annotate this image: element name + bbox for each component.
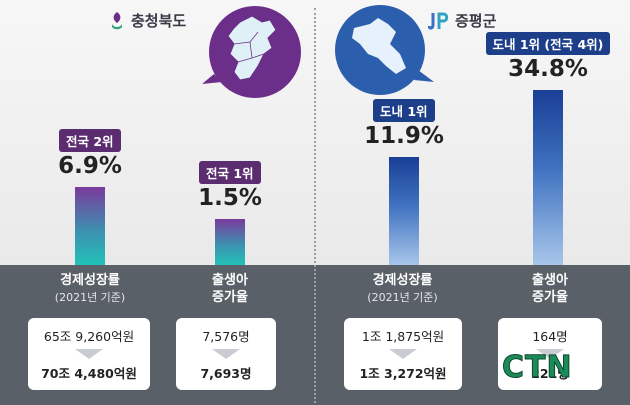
chungbuk-birth-bar bbox=[215, 219, 245, 265]
chungbuk-birth-category: 출생아 증가율 bbox=[180, 272, 280, 306]
chungbuk-birth-rank-badge: 전국 1위 bbox=[199, 161, 261, 184]
jeungpyeong-birth-before: 164명 bbox=[532, 329, 568, 344]
jeungpyeong-growth-bar bbox=[389, 157, 419, 265]
chungbuk-growth-value: 6.9% bbox=[58, 153, 122, 179]
jeungpyeong-growth-category: 경제성장률 (2021년 기준) bbox=[340, 272, 465, 306]
down-arrow-icon bbox=[212, 349, 240, 359]
down-arrow-icon bbox=[536, 349, 564, 359]
jeungpyeong-growth-detail-box: 1조 1,875억원 1조 3,272억원 bbox=[344, 318, 462, 390]
jeungpyeong-title: 증평군 bbox=[455, 12, 497, 30]
birth-category-line2: 증가율 bbox=[532, 290, 568, 305]
chungbuk-map-bubble bbox=[202, 6, 301, 98]
birth-category-line1: 출생아 bbox=[532, 273, 568, 288]
chungbuk-logo: 충청북도 bbox=[108, 10, 186, 31]
chungbuk-growth-before: 65조 9,260억원 bbox=[43, 329, 135, 344]
jeungpyeong-emblem-icon bbox=[428, 12, 449, 30]
jeungpyeong-logo: 증평군 bbox=[428, 10, 496, 31]
down-arrow-icon bbox=[75, 349, 103, 359]
birth-category-line2: 증가율 bbox=[212, 290, 248, 305]
jeungpyeong-growth-after: 1조 3,272억원 bbox=[359, 366, 447, 381]
jeungpyeong-birth-category: 출생아 증가율 bbox=[495, 272, 605, 306]
growth-category-sub: (2021년 기준) bbox=[367, 291, 438, 304]
jeungpyeong-map-bubble bbox=[335, 5, 434, 95]
chungbuk-growth-rank-badge: 전국 2위 bbox=[59, 129, 121, 152]
chungbuk-birth-after: 7,693명 bbox=[200, 366, 252, 381]
jeungpyeong-birth-after: 221명 bbox=[531, 366, 569, 381]
chungbuk-birth-value: 1.5% bbox=[198, 185, 262, 211]
chungbuk-birth-detail-box: 7,576명 7,693명 bbox=[176, 318, 276, 390]
jeungpyeong-birth-rank-badge: 도내 1위 (전국 4위) bbox=[485, 32, 611, 55]
ctn-watermark-logo: CTN bbox=[502, 350, 573, 386]
chungbuk-emblem-icon bbox=[112, 11, 122, 29]
jeungpyeong-growth-rank-badge: 도내 1위 bbox=[373, 99, 435, 122]
jeungpyeong-birth-value: 34.8% bbox=[508, 56, 588, 82]
center-divider bbox=[314, 8, 316, 403]
jeungpyeong-birth-bar bbox=[533, 90, 563, 265]
growth-category-sub: (2021년 기준) bbox=[54, 291, 126, 304]
growth-category-label: 경제성장률 bbox=[60, 273, 120, 288]
jeungpyeong-growth-before: 1조 1,875억원 bbox=[361, 329, 445, 344]
jeungpyeong-growth-value: 11.9% bbox=[364, 123, 444, 149]
down-arrow-icon bbox=[389, 349, 417, 359]
chungbuk-growth-category: 경제성장률 (2021년 기준) bbox=[30, 272, 150, 306]
chungbuk-growth-bar bbox=[75, 187, 105, 265]
chungbuk-growth-detail-box: 65조 9,260억원 70조 4,480억원 bbox=[28, 318, 150, 390]
chungbuk-growth-after: 70조 4,480억원 bbox=[41, 366, 137, 381]
jeungpyeong-birth-detail-box: 164명 221명 bbox=[498, 318, 602, 390]
growth-category-label: 경제성장률 bbox=[372, 273, 433, 288]
chungbuk-title: 충청북도 bbox=[131, 12, 187, 30]
birth-category-line1: 출생아 bbox=[212, 273, 248, 288]
chungbuk-birth-before: 7,576명 bbox=[202, 329, 250, 344]
